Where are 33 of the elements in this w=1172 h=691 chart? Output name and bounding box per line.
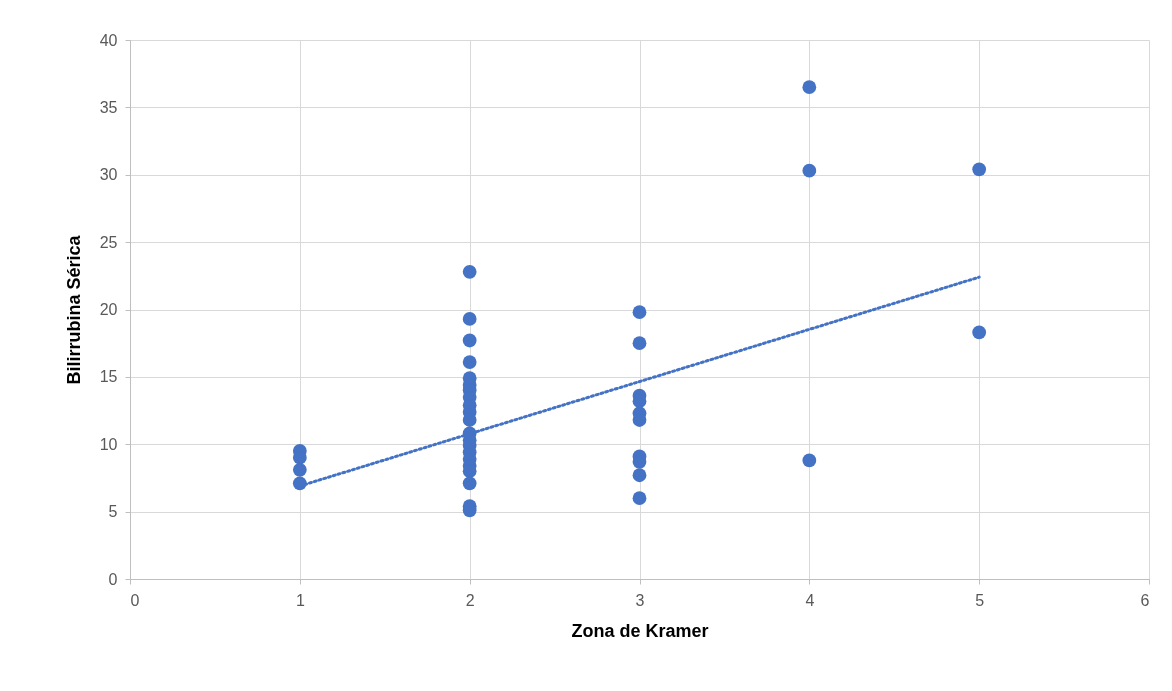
- y-tick-label: 25: [99, 233, 118, 251]
- point: [462, 476, 477, 491]
- y-tick-label: 10: [99, 435, 118, 453]
- y-tick-label: 15: [99, 368, 118, 386]
- point: [632, 336, 647, 351]
- point: [802, 453, 817, 468]
- point: [632, 305, 647, 320]
- x-tick-label: 3: [635, 591, 645, 609]
- y-tick-label: 40: [99, 31, 118, 49]
- x-tick-label: 1: [295, 591, 305, 609]
- point: [462, 264, 477, 279]
- point: [462, 355, 477, 369]
- y-tick-label: 0: [108, 570, 118, 588]
- y-tick-label: 20: [99, 301, 118, 318]
- x-tick-label: 0: [130, 591, 140, 609]
- point: [462, 312, 477, 326]
- x-tick-label: 2: [465, 591, 475, 609]
- x-axis-title: Zona de Kramer: [571, 620, 709, 641]
- point: [802, 80, 817, 95]
- point: [462, 333, 477, 348]
- y-tick-label: 35: [99, 98, 118, 116]
- point: [632, 468, 647, 483]
- x-tick-label: 6: [1140, 591, 1150, 609]
- y-tick-label: 5: [108, 503, 118, 521]
- point: [292, 462, 307, 477]
- y-tick-label: 30: [99, 166, 118, 184]
- x-tick-label: 4: [805, 591, 815, 609]
- point: [802, 163, 817, 178]
- y-axis-title: Bilirrubina Sérica: [63, 234, 84, 385]
- point: [972, 325, 987, 340]
- x-tick-label: 5: [975, 591, 985, 609]
- point: [632, 491, 647, 506]
- point: [972, 162, 987, 177]
